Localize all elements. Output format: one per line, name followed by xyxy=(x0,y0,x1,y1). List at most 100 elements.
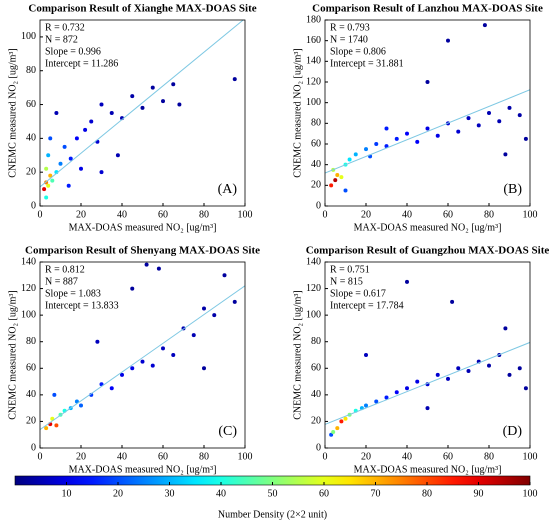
y-tick-label: 60 xyxy=(26,99,36,110)
point xyxy=(99,102,104,107)
point xyxy=(425,406,430,411)
y-tick-label: 60 xyxy=(311,363,321,374)
point xyxy=(54,111,59,115)
x-tick-label: 20 xyxy=(76,451,86,462)
point xyxy=(425,80,430,84)
point xyxy=(482,23,487,28)
plot-area xyxy=(325,279,530,437)
x-tick-label: 40 xyxy=(402,451,412,462)
annotation: R = 0.751 xyxy=(330,264,370,275)
point xyxy=(507,372,512,377)
point xyxy=(161,346,165,351)
y-tick-label: 20 xyxy=(26,416,36,427)
annotation: N = 872 xyxy=(45,34,78,45)
point xyxy=(130,286,135,291)
point xyxy=(79,166,83,171)
point xyxy=(374,399,379,404)
annotation: Intercept = 31.881 xyxy=(330,58,404,69)
y-tick-label: 40 xyxy=(26,389,36,400)
plot-area xyxy=(325,23,530,193)
chart-title: Comparison Result of Xianghe MAX-DOAS Si… xyxy=(28,3,256,15)
x-tick-label: 40 xyxy=(402,209,412,220)
point xyxy=(435,372,440,377)
y-axis-label: CNEMC measured NO₂ [ug/m³] xyxy=(292,48,303,178)
point xyxy=(62,144,67,149)
colorbar-tick-label: 80 xyxy=(422,488,432,499)
point xyxy=(48,173,53,178)
x-tick-label: 40 xyxy=(117,209,127,220)
plot-frame xyxy=(39,19,246,207)
y-tick-label: 20 xyxy=(311,180,321,191)
colorbar-tick-label: 60 xyxy=(319,488,329,499)
point xyxy=(435,133,440,138)
point xyxy=(384,144,389,149)
point xyxy=(384,395,389,400)
y-tick-label: 60 xyxy=(26,363,36,374)
point xyxy=(202,366,206,371)
x-tick-label: 80 xyxy=(484,209,494,220)
point xyxy=(89,119,94,124)
x-axis-label: MAX-DOAS measured NO₂ [ug/m³] xyxy=(69,222,217,233)
point xyxy=(476,123,481,128)
point xyxy=(48,136,53,141)
point xyxy=(487,363,491,368)
point xyxy=(109,111,114,115)
point xyxy=(52,392,57,397)
point xyxy=(497,119,502,124)
point xyxy=(222,273,227,278)
point xyxy=(120,372,124,377)
point xyxy=(46,183,51,188)
x-axis-label: MAX-DOAS measured NO₂ [ug/m³] xyxy=(354,222,502,233)
y-tick-label: 0 xyxy=(31,200,36,211)
y-tick-label: 100 xyxy=(306,97,321,108)
point xyxy=(466,368,471,373)
point xyxy=(347,157,352,162)
x-tick-label: 80 xyxy=(484,451,494,462)
annotation: Slope = 0.996 xyxy=(45,46,101,57)
point xyxy=(95,339,100,344)
colorbar-tick-label: 50 xyxy=(268,488,278,499)
point xyxy=(353,152,358,157)
point xyxy=(109,386,114,391)
y-tick-label: 40 xyxy=(311,389,321,400)
point xyxy=(202,306,206,311)
x-tick-label: 80 xyxy=(199,451,209,462)
y-tick-label: 120 xyxy=(306,283,321,294)
annotation: N = 887 xyxy=(45,276,78,287)
y-tick-label: 160 xyxy=(306,35,321,46)
x-tick-label: 0 xyxy=(38,451,43,462)
y-tick-label: 120 xyxy=(306,76,321,87)
x-tick-label: 100 xyxy=(238,209,253,220)
colorbar-tick-label: 30 xyxy=(165,488,175,499)
y-tick-label: 100 xyxy=(21,31,36,42)
colorbar-tick-label: 10 xyxy=(62,488,72,499)
point xyxy=(68,156,73,161)
point xyxy=(212,313,217,318)
y-tick-label: 0 xyxy=(316,442,321,453)
colorbar-tick-label: 70 xyxy=(371,488,381,499)
fit-line xyxy=(325,89,530,174)
plot-area xyxy=(40,262,245,431)
panel-label: (C) xyxy=(218,424,237,439)
point xyxy=(503,326,508,331)
point xyxy=(446,376,450,381)
fit-line xyxy=(40,285,245,431)
x-tick-label: 100 xyxy=(523,209,538,220)
annotation: Intercept = 13.833 xyxy=(45,300,119,311)
colorbar-tick-label: 20 xyxy=(113,488,123,499)
point xyxy=(503,152,508,157)
point xyxy=(450,299,455,304)
point xyxy=(44,195,49,200)
point xyxy=(44,166,49,171)
point xyxy=(331,430,336,435)
point xyxy=(44,426,49,431)
point xyxy=(405,386,409,391)
point xyxy=(364,353,368,357)
annotation: Slope = 1.083 xyxy=(45,288,101,299)
y-tick-label: 20 xyxy=(26,166,36,177)
point xyxy=(171,353,176,357)
point xyxy=(517,366,522,371)
point xyxy=(333,178,338,183)
point xyxy=(42,187,47,192)
